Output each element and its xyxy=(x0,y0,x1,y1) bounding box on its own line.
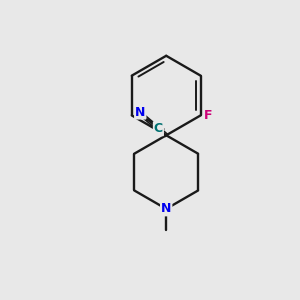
Text: N: N xyxy=(161,202,171,215)
Text: C: C xyxy=(154,122,163,135)
Text: F: F xyxy=(204,109,213,122)
Text: N: N xyxy=(135,106,146,118)
